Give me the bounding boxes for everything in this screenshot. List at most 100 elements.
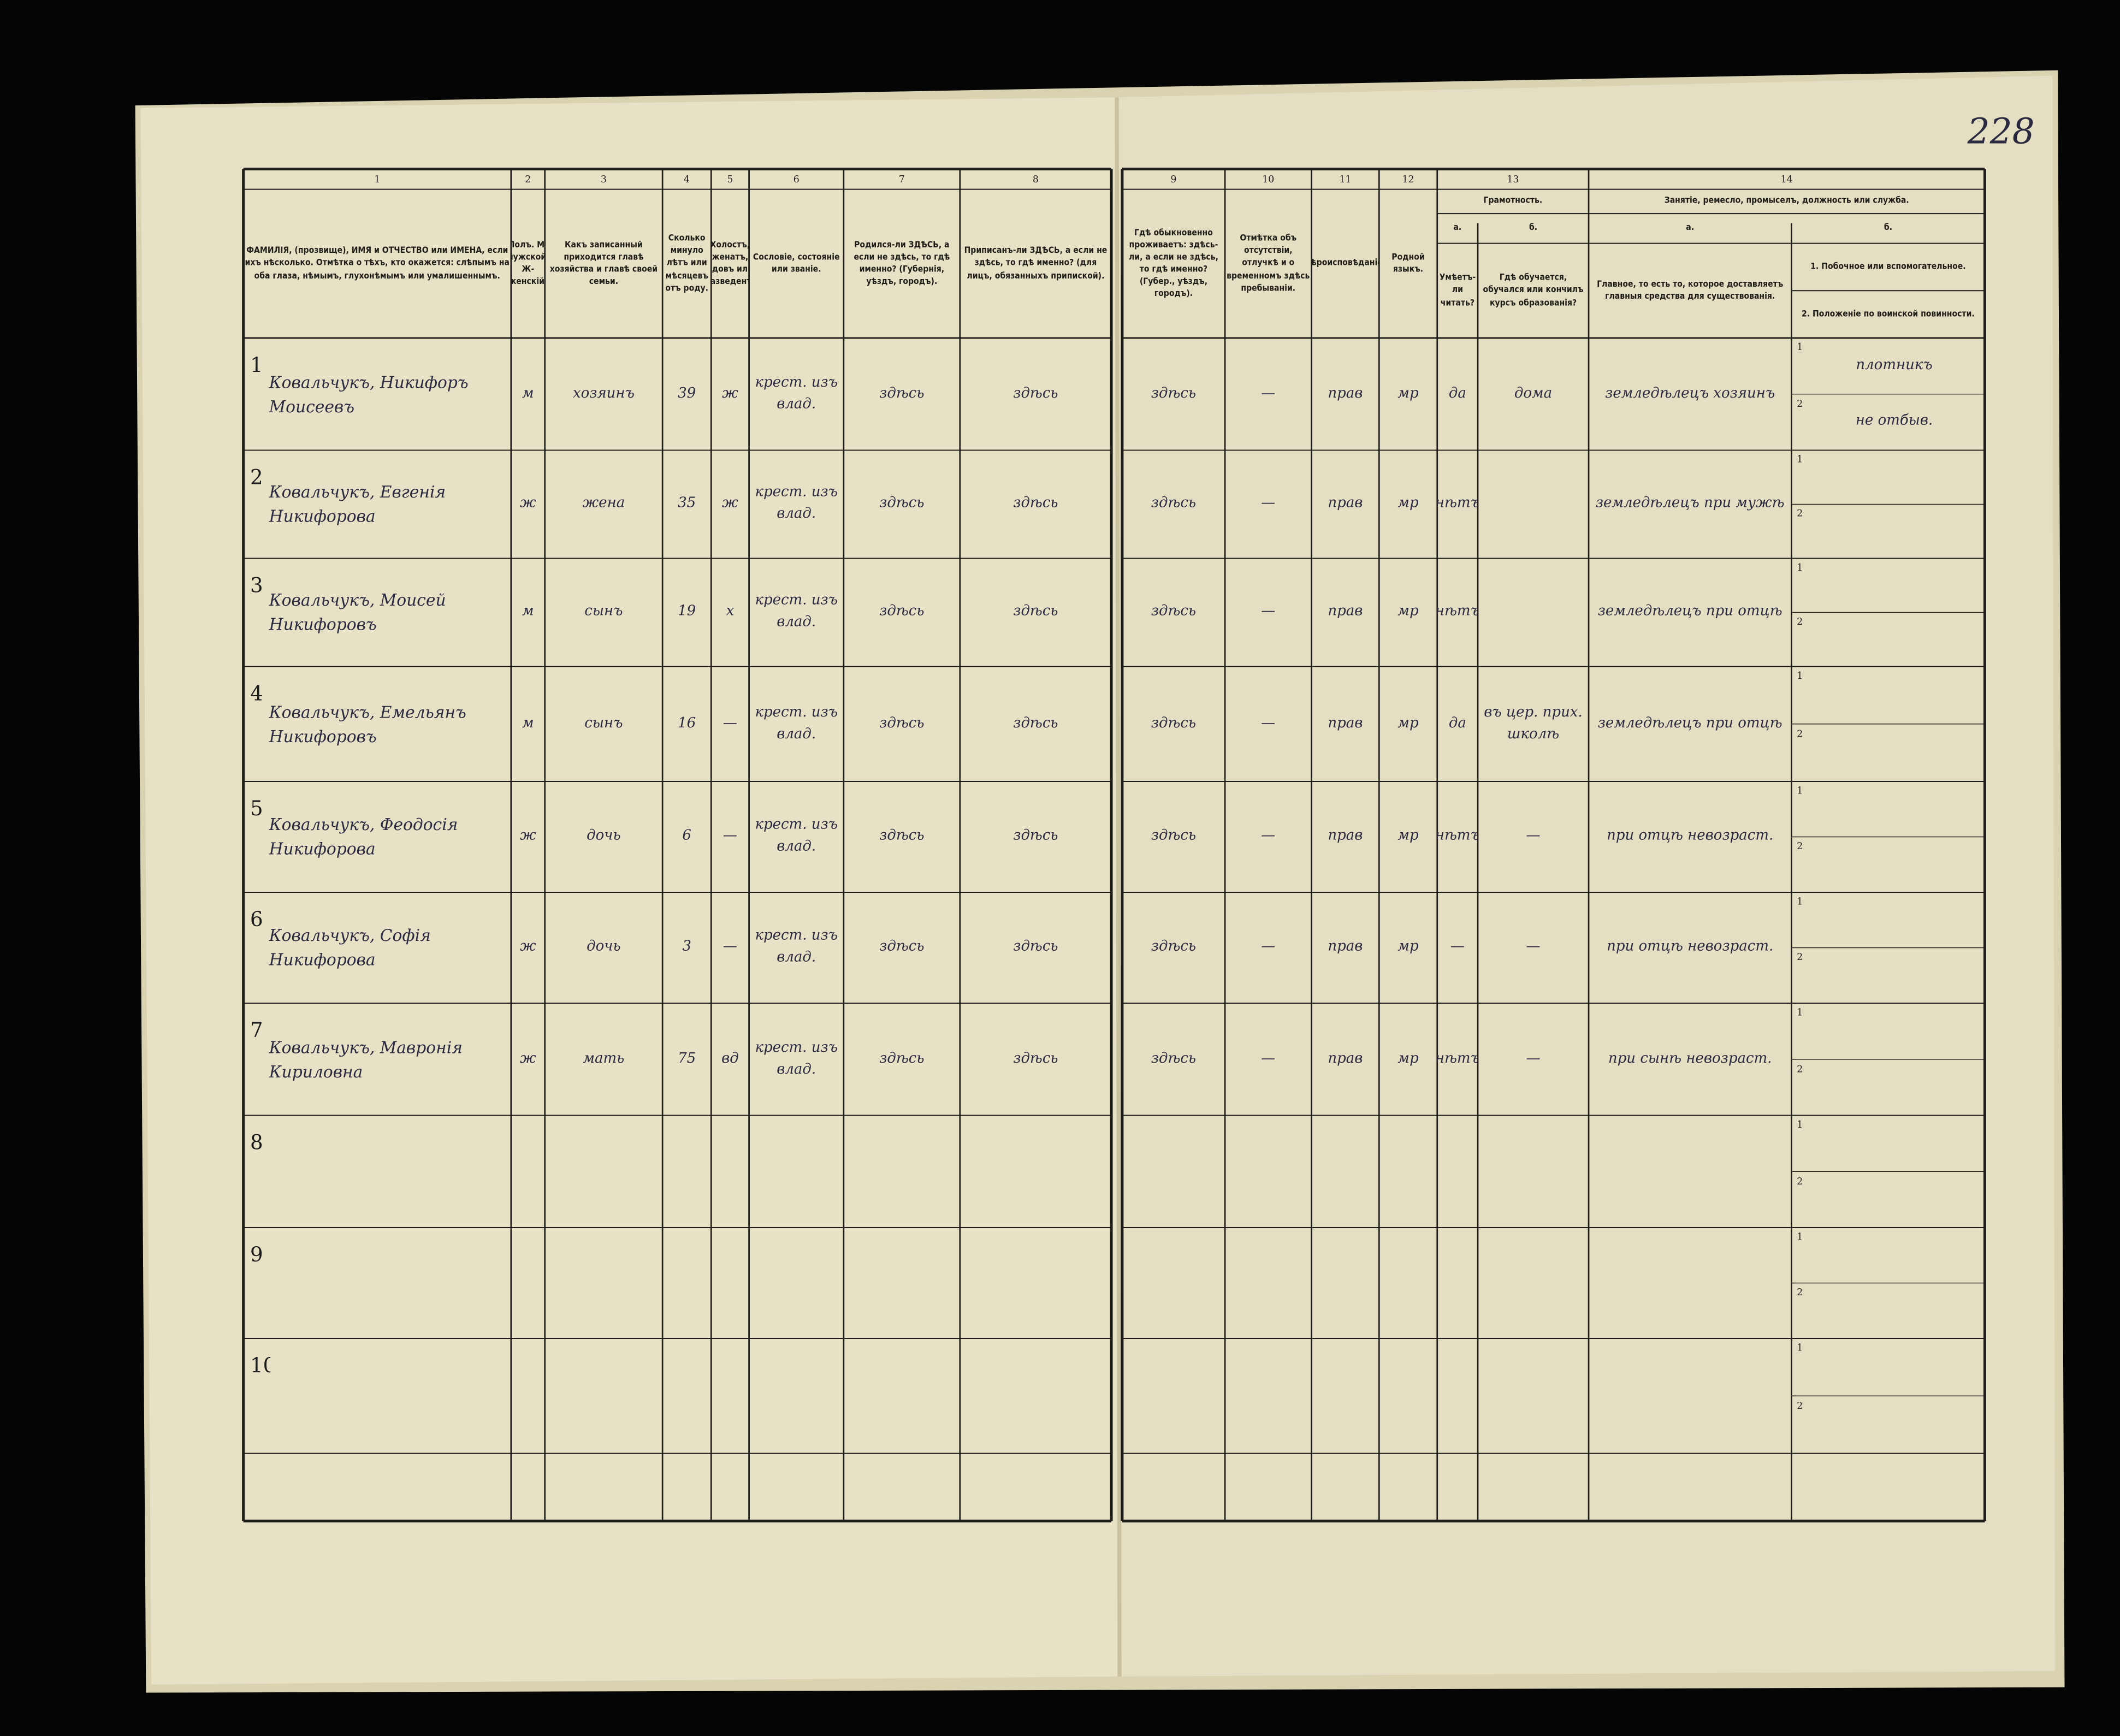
born: здѣсь [879, 938, 925, 955]
language: мр [1397, 384, 1419, 401]
row-number: 4 [250, 681, 263, 706]
occupation: земледѣлецъ при отцѣ [1597, 714, 1783, 731]
row-number: 9 [250, 1242, 263, 1267]
estate: крест. изъ влад. [755, 593, 838, 630]
subcolumn-title: 2. Положеніе по воинской повинности. [1802, 309, 1975, 319]
estate: крест. изъ влад. [755, 704, 838, 742]
registered: здѣсь [1013, 495, 1058, 512]
column-number: 1 [374, 174, 381, 185]
marital: вд [721, 1050, 739, 1067]
subrow-label: 2 [1797, 1175, 1803, 1187]
column-title: Родной языкъ. [1391, 252, 1425, 275]
estate: крест. изъ влад. [755, 927, 838, 965]
residence: здѣсь [1151, 827, 1197, 844]
estate: крест. изъ влад. [755, 484, 838, 522]
subcolumn-letter: б. [1529, 223, 1538, 233]
page-number: 228 [1967, 111, 2035, 152]
absence: — [1261, 827, 1276, 844]
row-number: 1 [250, 353, 263, 377]
registered: здѣсь [1013, 1050, 1058, 1067]
row-number: 3 [250, 573, 263, 598]
marital: — [723, 714, 737, 731]
age: 6 [682, 827, 691, 844]
subrow-label: 2 [1797, 616, 1803, 627]
marital: ж [722, 384, 738, 401]
column-number: 4 [684, 174, 690, 185]
sex: м [522, 384, 534, 401]
column-title: Вѣроисповѣданіе. [1311, 258, 1379, 269]
education: — [1526, 1050, 1541, 1067]
person-name: Ковальчукъ, Евгенія Никифорова [269, 482, 446, 526]
column-number: 2 [525, 174, 531, 185]
language: мр [1397, 495, 1419, 512]
sex: ж [520, 938, 536, 955]
relation: дочь [587, 827, 621, 844]
subcolumn-title: Главное, то есть то, которое доставляетъ… [1597, 280, 1784, 302]
row-number: 5 [250, 796, 263, 821]
column-number: 9 [1170, 174, 1177, 185]
subrow-label: 1 [1797, 454, 1803, 465]
occupation: при отцѣ невозраст. [1607, 938, 1774, 955]
language: мр [1397, 827, 1419, 844]
column-title: Занятіе, ремесло, промыселъ, должность и… [1664, 197, 1909, 206]
marital: — [723, 827, 737, 844]
row-number: 8 [250, 1130, 263, 1155]
sex: ж [520, 1050, 536, 1067]
subrow-label: 1 [1797, 1119, 1803, 1130]
absence: — [1261, 384, 1276, 401]
subrow-label: 1 [1797, 1231, 1803, 1243]
religion: прав [1328, 1050, 1363, 1067]
registered: здѣсь [1013, 938, 1058, 955]
education: дома [1514, 384, 1553, 401]
residence: здѣсь [1151, 714, 1197, 731]
literate: нѣтъ [1437, 1050, 1478, 1067]
row-number: 10 [250, 1353, 270, 1378]
relation: жена [582, 495, 625, 512]
column-title: Сословіе, состояніе или званіе. [753, 252, 840, 275]
column-number: 5 [727, 174, 733, 185]
literate: да [1448, 714, 1466, 731]
sex: ж [520, 827, 536, 844]
estate: крест. изъ влад. [755, 374, 838, 412]
sex: м [522, 603, 534, 620]
residence: здѣсь [1151, 495, 1197, 512]
language: мр [1397, 603, 1419, 620]
occupation: при отцѣ невозраст. [1607, 827, 1774, 844]
sex: м [522, 714, 534, 731]
row-number: 7 [250, 1018, 263, 1042]
column-number: 11 [1339, 174, 1352, 185]
registered: здѣсь [1013, 827, 1058, 844]
occupation: при сынѣ невозраст. [1608, 1050, 1772, 1067]
residence: здѣсь [1151, 384, 1197, 401]
column-number: 12 [1402, 174, 1414, 185]
registered: здѣсь [1013, 603, 1058, 620]
column-number: 14 [1780, 174, 1793, 185]
subrow-label: 1 [1797, 1007, 1803, 1018]
relation: сынъ [584, 714, 623, 731]
education: — [1526, 938, 1541, 955]
literate: нѣтъ [1437, 495, 1478, 512]
absence: — [1261, 603, 1276, 620]
born: здѣсь [879, 714, 925, 731]
born: здѣсь [879, 827, 925, 844]
literate: нѣтъ [1437, 827, 1478, 844]
person-name: Ковальчукъ, Мавронія Кириловна [269, 1038, 463, 1081]
age: 16 [678, 714, 696, 731]
column-title: ФАМИЛІЯ, (прозвище), ИМЯ и ОТЧЕСТВО или … [245, 246, 510, 281]
estate: крест. изъ влад. [755, 1039, 838, 1077]
subrow-label: 2 [1797, 840, 1803, 852]
subrow-label: 2 [1797, 951, 1803, 963]
column-number: 3 [600, 174, 607, 185]
person-name: Ковальчукъ, Никифоръ Моисеевъ [269, 372, 469, 416]
column-number: 13 [1507, 174, 1519, 185]
religion: прав [1328, 603, 1363, 620]
relation: дочь [587, 938, 621, 955]
column-number: 10 [1262, 174, 1275, 185]
column-title: Отмѣтка объ отсутствіи, отлучкѣ и о врем… [1227, 234, 1310, 293]
fold [1115, 97, 1122, 1676]
column-number: 7 [898, 174, 905, 185]
column-number: 6 [793, 174, 800, 185]
